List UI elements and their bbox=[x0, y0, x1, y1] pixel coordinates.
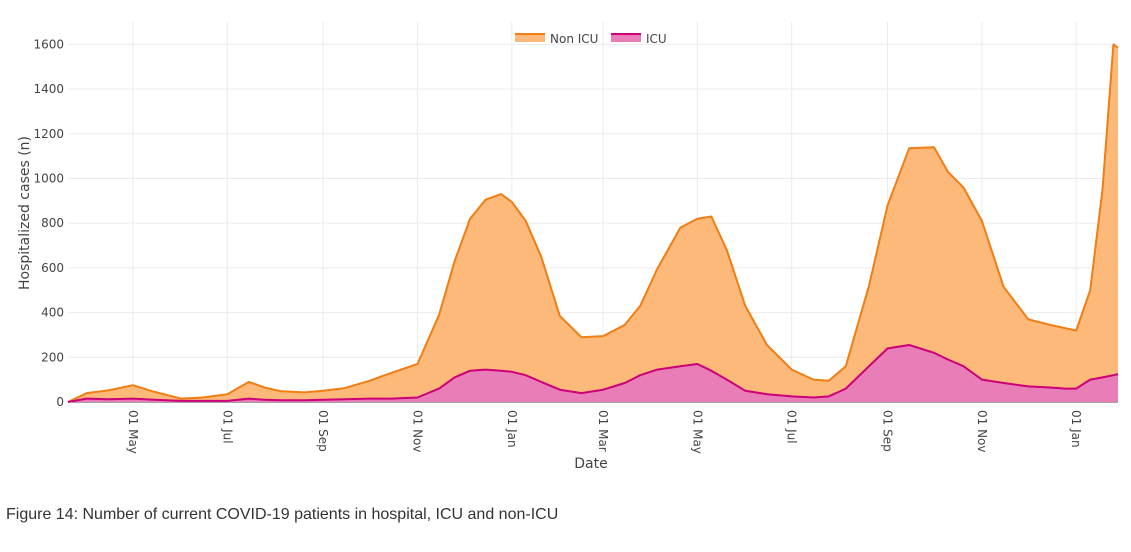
x-tick-label: 01 Sep bbox=[881, 410, 895, 452]
line-non-icu bbox=[67, 43, 1119, 403]
y-tick-label: 0 bbox=[56, 395, 64, 409]
legend-swatch bbox=[611, 34, 641, 42]
x-tick-label: 01 Sep bbox=[316, 410, 330, 452]
legend-label: ICU bbox=[646, 32, 667, 46]
y-axis-title: Hospitalized cases (n) bbox=[17, 136, 33, 290]
y-tick-label: 600 bbox=[41, 261, 64, 275]
legend-item-icu[interactable]: ICU bbox=[611, 32, 667, 46]
y-tick-label: 400 bbox=[41, 306, 64, 320]
x-tick-label: 01 Jan bbox=[505, 410, 519, 448]
x-tick-labels: 01 May 01 Jul 01 Sep 01 Nov 01 Jan 01 Mar 01 M… bbox=[126, 410, 1083, 454]
series-areas bbox=[67, 43, 1119, 403]
y-tick-label: 1600 bbox=[33, 37, 64, 51]
legend-swatch bbox=[515, 34, 545, 42]
x-tick-label: 01 Jan bbox=[1069, 410, 1083, 448]
x-tick-label: 01 May bbox=[690, 410, 704, 454]
x-tick-label: 01 Nov bbox=[975, 410, 989, 453]
x-tick-label: 01 Jul bbox=[220, 410, 234, 444]
y-tick-label: 1000 bbox=[33, 171, 64, 185]
y-tick-label: 1400 bbox=[33, 82, 64, 96]
x-tick-label: 01 Jul bbox=[785, 410, 799, 444]
y-tick-label: 800 bbox=[41, 216, 64, 230]
x-axis-title: Date bbox=[574, 456, 607, 472]
figure-caption: Figure 14: Number of current COVID-19 pa… bbox=[6, 506, 559, 523]
y-tick-label: 200 bbox=[41, 350, 64, 364]
area-icu bbox=[68, 345, 1118, 402]
legend[interactable]: Non ICU ICU bbox=[515, 32, 667, 46]
chart: 0 200 400 600 800 1000 1200 1400 1600 01 May 01 J… bbox=[17, 22, 1119, 472]
line-icu bbox=[67, 344, 1119, 403]
x-tick-label: 01 May bbox=[126, 410, 140, 454]
y-tick-label: 1200 bbox=[33, 127, 64, 141]
legend-label: Non ICU bbox=[550, 32, 598, 46]
legend-item-non-icu[interactable]: Non ICU bbox=[515, 32, 598, 46]
x-tick-label: 01 Nov bbox=[411, 410, 425, 453]
area-non-icu bbox=[68, 44, 1118, 403]
y-tick-labels: 0 200 400 600 800 1000 1200 1400 1600 bbox=[33, 37, 64, 409]
x-tick-label: 01 Mar bbox=[596, 410, 610, 452]
